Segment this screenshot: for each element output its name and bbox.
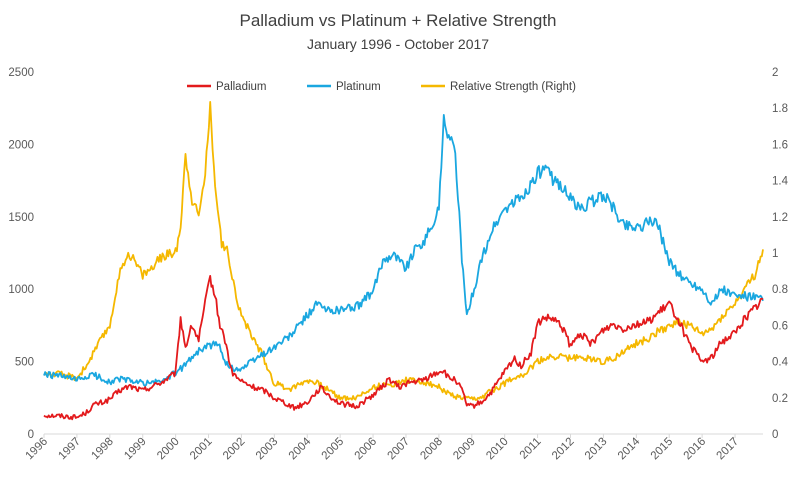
right-y-tick-label: 0.2 <box>772 393 788 405</box>
chart-title: Palladium vs Platinum + Relative Strengt… <box>239 11 556 30</box>
x-tick-label: 2003 <box>254 436 281 463</box>
right-y-tick-label: 0.8 <box>772 284 788 296</box>
left-y-tick-label: 2500 <box>8 67 34 79</box>
series-layer <box>43 101 764 421</box>
chart-subtitle: January 1996 - October 2017 <box>307 36 489 52</box>
left-y-axis: 0 500 1000 1500 2000 2500 <box>8 67 34 441</box>
series-line-relative-strength-right <box>43 101 764 402</box>
right-y-tick-label: 1.4 <box>772 176 789 188</box>
x-tick-label: 2008 <box>418 436 445 463</box>
left-y-tick-label: 2000 <box>8 139 34 151</box>
right-y-tick-label: 1.8 <box>772 103 788 115</box>
x-tick-label: 2015 <box>649 436 676 463</box>
x-tick-label: 2005 <box>320 436 347 463</box>
x-tick-label: 2007 <box>386 436 413 463</box>
x-tick-label: 2014 <box>616 435 643 462</box>
right-y-axis: 0 0.2 0.4 0.6 0.8 1 1.2 1.4 1.6 1.8 2 <box>772 67 789 441</box>
left-y-tick-label: 500 <box>15 357 34 369</box>
right-y-tick-label: 0.6 <box>772 320 788 332</box>
x-tick-label: 2009 <box>451 436 478 463</box>
x-tick-label: 1999 <box>122 436 149 463</box>
right-y-tick-label: 1.6 <box>772 139 788 151</box>
right-y-tick-label: 1 <box>772 248 778 260</box>
right-y-tick-label: 2 <box>772 67 778 79</box>
x-tick-label: 2000 <box>155 436 182 463</box>
legend-label: Palladium <box>216 81 267 93</box>
left-y-tick-label: 0 <box>28 429 34 441</box>
x-tick-label: 1998 <box>89 436 116 463</box>
x-tick-label: 1997 <box>56 436 83 463</box>
legend: Palladium Platinum Relative Strength (Righ… <box>187 81 576 93</box>
legend-label: Relative Strength (Right) <box>450 81 576 93</box>
x-tick-label: 2011 <box>518 436 544 462</box>
x-tick-label: 2010 <box>484 436 511 463</box>
series-line-platinum <box>43 114 764 387</box>
right-y-tick-label: 0 <box>772 429 778 441</box>
x-tick-label: 2006 <box>353 436 380 463</box>
x-tick-label: 2017 <box>715 436 742 463</box>
right-y-tick-label: 1.2 <box>772 212 788 224</box>
left-y-tick-label: 1500 <box>8 212 34 224</box>
x-tick-label: 2001 <box>188 436 215 463</box>
x-tick-label: 2012 <box>550 436 577 463</box>
x-tick-label: 2002 <box>221 436 248 463</box>
x-axis: 1996 1997 1998 1999 2000 2001 2002 2003 2004 2005… <box>24 434 742 463</box>
left-y-tick-label: 1000 <box>8 284 34 296</box>
legend-label: Platinum <box>336 81 381 93</box>
x-tick-label: 2004 <box>287 435 314 462</box>
right-y-tick-label: 0.4 <box>772 357 789 369</box>
x-tick-label: 2013 <box>583 436 610 463</box>
x-tick-label: 2016 <box>682 436 709 463</box>
series-line-palladium <box>43 275 764 421</box>
